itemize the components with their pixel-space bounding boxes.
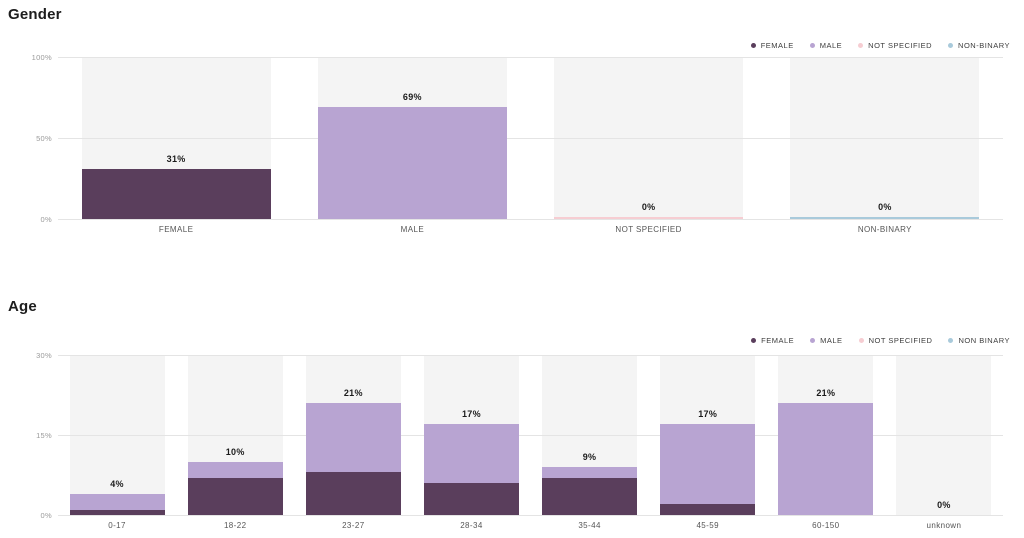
bar-value-label: 69% [402,92,422,103]
bar-segment-female [542,477,638,515]
bar-segment-male [542,467,638,478]
bar-value-label: 0% [937,500,951,510]
age-chart: Age FEMALE MALE NOT SPECIFIED NON BINARY 0%… [0,292,1024,538]
gridline-100% [58,56,1003,58]
legend-item-male[interactable]: MALE [809,40,843,50]
legend-dot-male [810,337,816,343]
legend-label: MALE [819,40,843,50]
legend-label: FEMALE [760,40,794,50]
gender-chart-plot: 0% 50% 100% 31% FEMALE 69% MALE 0% NOT SPECIFIED… [32,53,1003,234]
legend-item-female[interactable]: FEMALE [751,336,794,345]
bar-segment-male [778,403,874,515]
legend-item-female[interactable]: FEMALE [750,40,794,50]
bar-value-label: 4% [110,478,124,489]
legend-dot-not_specified [858,42,864,48]
bar-value-label: 17% [698,409,718,420]
legend-item-not_specified[interactable]: NOT SPECIFIED [858,335,933,345]
x-axis-label-23-27: 23-27 [342,521,365,530]
legend-label: NOT SPECIFIED [868,40,933,50]
x-axis-label-18-22: 18-22 [223,521,247,530]
bar-value-label: 10% [225,446,245,457]
legend-dot-non_binary [948,337,954,343]
legend-dot-male [809,42,815,48]
gender-chart-title: Gender [8,6,62,23]
gridline-15% [58,434,1003,436]
age-chart-title: Age [8,298,37,315]
legend-dot-non_binary [948,42,954,48]
bar-segment-female [305,472,401,515]
bar-segment-male [187,461,283,478]
bar-segment-male [660,424,756,505]
bar-segment-female [423,483,519,515]
y-tick-label: 100% [31,52,52,62]
bar-segment-female [81,168,271,219]
x-axis-label-60-150: 60-150 [812,521,840,530]
bar-segment-female [69,509,165,515]
y-tick-label: 0% [40,510,52,520]
x-axis-label-not-specified: NOT SPECIFIED [615,225,682,234]
legend-dot-female [751,337,757,343]
bar-value-label: 21% [816,388,836,398]
legend-item-not_specified[interactable]: NOT SPECIFIED [858,41,932,50]
bar-segment-male [317,107,507,219]
gender-chart: Gender FEMALE MALE NOT SPECIFIED NON-BINARY… [0,0,1024,244]
legend-label: NOT SPECIFIED [868,335,933,345]
x-axis-label-male: MALE [400,225,425,234]
x-axis-label-35-44: 35-44 [578,521,601,530]
y-tick-label: 15% [36,430,52,440]
x-axis-label-non-binary: NON-BINARY [857,225,912,234]
bar-segment-male [69,493,165,510]
legend-label: FEMALE [761,335,795,345]
legend-item-male[interactable]: MALE [810,336,842,345]
bar-segment-male [423,424,519,483]
x-axis-label-female: FEMALE [158,225,194,234]
bar-value-label: 21% [343,388,363,398]
legend-dot-female [750,42,756,48]
bar-segment-male [305,403,401,473]
bar-segment-female [660,504,756,515]
bar-value-label: 0% [878,202,892,212]
x-axis-label-45-59: 45-59 [696,521,719,530]
gridline-30% [58,354,1003,356]
bar-segment-not-specified [554,217,744,219]
x-axis-label-0-17: 0-17 [108,521,126,530]
age-chart-legend: FEMALE MALE NOT SPECIFIED NON BINARY [751,335,1010,345]
legend-label: NON-BINARY [958,40,1010,50]
x-axis-label-unknown: unknown [926,521,962,530]
bar-segment-female [187,477,283,515]
legend-item-non_binary[interactable]: NON-BINARY [948,41,1010,50]
legend-dot-not_specified [858,337,864,343]
gridline-0% [58,218,1003,220]
bar-value-label: 0% [641,202,656,212]
y-tick-label: 50% [36,133,52,143]
gridline-50% [58,137,1003,139]
legend-label: NON BINARY [958,335,1010,345]
bar-segment-non-binary [790,217,980,219]
bar-value-label: 17% [461,409,481,420]
y-tick-label: 30% [36,350,52,360]
bar-value-label: 31% [166,153,186,164]
gender-chart-legend: FEMALE MALE NOT SPECIFIED NON-BINARY [750,40,1010,50]
x-axis-label-28-34: 28-34 [460,521,483,530]
legend-label: MALE [820,335,843,345]
y-tick-label: 0% [40,214,52,224]
bar-value-label: 9% [582,452,597,462]
age-chart-plot: 0% 15% 30% 4% 0-17 10% 18-22 21% 23-27 17% 28-34 9%… [36,351,1003,530]
legend-item-non_binary[interactable]: NON BINARY [948,336,1010,345]
gridline-0% [58,514,1003,516]
